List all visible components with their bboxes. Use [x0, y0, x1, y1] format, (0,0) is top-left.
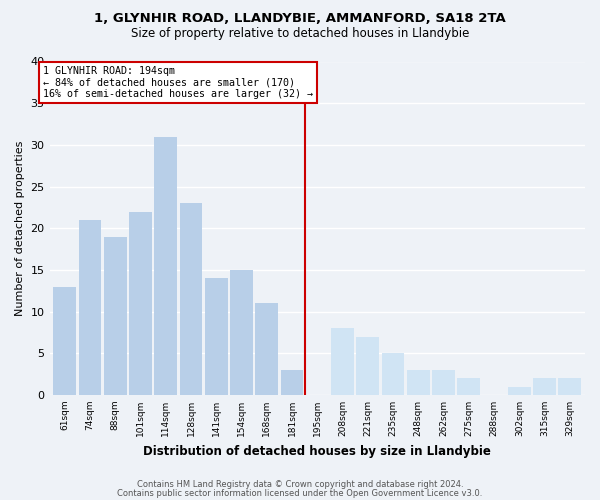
- Bar: [230, 270, 253, 395]
- Bar: [559, 378, 581, 395]
- Bar: [508, 386, 530, 395]
- Bar: [407, 370, 430, 395]
- Y-axis label: Number of detached properties: Number of detached properties: [15, 140, 25, 316]
- Text: 1 GLYNHIR ROAD: 194sqm
← 84% of detached houses are smaller (170)
16% of semi-de: 1 GLYNHIR ROAD: 194sqm ← 84% of detached…: [43, 66, 313, 99]
- Bar: [382, 354, 404, 395]
- Bar: [205, 278, 227, 395]
- Text: Contains public sector information licensed under the Open Government Licence v3: Contains public sector information licen…: [118, 488, 482, 498]
- Bar: [457, 378, 480, 395]
- Text: Size of property relative to detached houses in Llandybie: Size of property relative to detached ho…: [131, 28, 469, 40]
- Bar: [256, 303, 278, 395]
- Bar: [281, 370, 304, 395]
- Bar: [104, 236, 127, 395]
- Bar: [154, 136, 177, 395]
- Text: 1, GLYNHIR ROAD, LLANDYBIE, AMMANFORD, SA18 2TA: 1, GLYNHIR ROAD, LLANDYBIE, AMMANFORD, S…: [94, 12, 506, 26]
- X-axis label: Distribution of detached houses by size in Llandybie: Distribution of detached houses by size …: [143, 444, 491, 458]
- Bar: [432, 370, 455, 395]
- Bar: [53, 286, 76, 395]
- Bar: [79, 220, 101, 395]
- Bar: [179, 203, 202, 395]
- Bar: [129, 212, 152, 395]
- Bar: [356, 336, 379, 395]
- Bar: [533, 378, 556, 395]
- Text: Contains HM Land Registry data © Crown copyright and database right 2024.: Contains HM Land Registry data © Crown c…: [137, 480, 463, 489]
- Bar: [331, 328, 354, 395]
